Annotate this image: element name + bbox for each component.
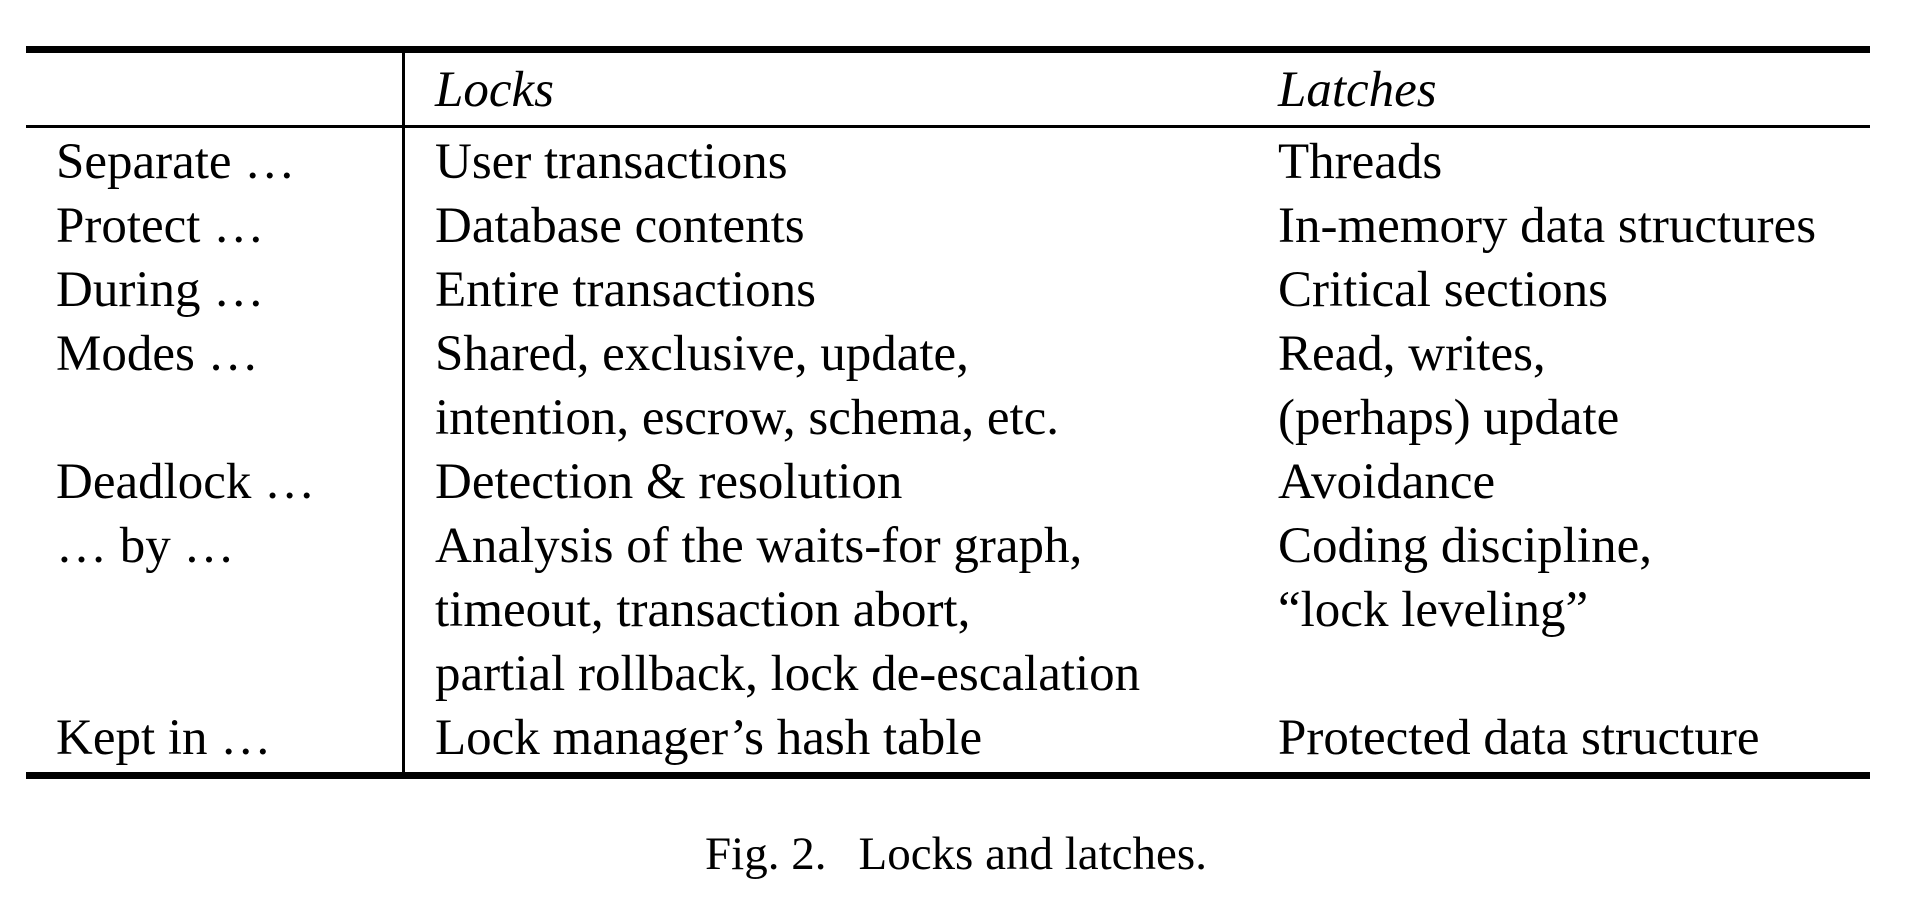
- table-body: Separate … User transactions Threads Protec…: [26, 126, 1870, 776]
- locks-cell-line: Analysis of the waits-for graph,: [435, 518, 1083, 574]
- table-row: … by … Analysis of the waits-for graph, ti…: [26, 514, 1870, 706]
- latches-cell-line: (perhaps) update: [1278, 390, 1620, 446]
- table-row: Separate … User transactions Threads: [26, 126, 1870, 195]
- latches-cell-line: Avoidance: [1278, 454, 1496, 510]
- latches-cell: Critical sections: [1278, 258, 1870, 322]
- table-row: During … Entire transactions Critical sect…: [26, 258, 1870, 322]
- row-label: Separate …: [26, 126, 405, 194]
- locks-cell-line: Detection & resolution: [435, 454, 903, 510]
- latches-cell: Threads: [1278, 127, 1870, 195]
- row-label: … by …: [26, 514, 405, 706]
- locks-cell: Entire transactions: [404, 258, 1279, 322]
- row-label: Deadlock …: [26, 450, 405, 514]
- latches-cell-line: Threads: [1278, 134, 1443, 190]
- locks-cell: User transactions: [404, 127, 1279, 195]
- table-row: Deadlock … Detection & resolution Avoidanc…: [26, 450, 1870, 514]
- table-header-row: Locks Latches: [26, 49, 1870, 127]
- latches-cell: Protected data structure: [1278, 706, 1870, 776]
- table-row: Modes … Shared, exclusive, update, intenti…: [26, 322, 1870, 450]
- locks-cell: Detection & resolution: [404, 450, 1279, 514]
- header-latches: Latches: [1278, 62, 1437, 118]
- latches-cell: Coding discipline, “lock leveling”: [1278, 514, 1870, 706]
- locks-cell-line: Entire transactions: [435, 262, 816, 318]
- locks-cell-line: Lock manager’s hash table: [435, 710, 983, 766]
- locks-latches-table: Locks Latches Separate … User transaction…: [26, 46, 1870, 779]
- latches-cell: In-memory data structures: [1278, 194, 1870, 258]
- header-locks: Locks: [435, 62, 554, 118]
- locks-cell-line: Database contents: [435, 198, 805, 254]
- latches-cell-line: Critical sections: [1278, 262, 1609, 318]
- row-label: Kept in …: [26, 706, 405, 776]
- caption-text: Locks and latches.: [858, 828, 1207, 880]
- latches-cell-line: Coding discipline,: [1278, 518, 1652, 574]
- latches-cell-line: In-memory data structures: [1278, 198, 1817, 254]
- table-row: Kept in … Lock manager’s hash table Protec…: [26, 706, 1870, 776]
- table-row: Protect … Database contents In-memory data…: [26, 194, 1870, 258]
- latches-cell-line: Read, writes,: [1278, 326, 1546, 382]
- row-label: During …: [26, 258, 405, 322]
- locks-cell: Shared, exclusive, update, intention, esc…: [404, 322, 1279, 450]
- latches-cell: Read, writes, (perhaps) update: [1278, 322, 1870, 450]
- locks-cell: Lock manager’s hash table: [404, 706, 1279, 776]
- locks-cell-line: User transactions: [435, 134, 788, 190]
- comparison-figure: Locks Latches Separate … User transaction…: [26, 46, 1870, 779]
- locks-cell-line: Shared, exclusive, update,: [435, 326, 969, 382]
- locks-cell: Database contents: [404, 194, 1279, 258]
- locks-cell-line: partial rollback, lock de-escalation: [435, 646, 1141, 702]
- row-label: Modes …: [26, 322, 405, 450]
- latches-cell-line: “lock leveling”: [1278, 582, 1589, 638]
- locks-cell-line: timeout, transaction abort,: [435, 582, 971, 638]
- caption-label: Fig. 2.: [705, 828, 827, 880]
- locks-cell: Analysis of the waits-for graph, timeout,…: [404, 514, 1279, 706]
- latches-cell: Avoidance: [1278, 450, 1870, 514]
- figure-caption: Fig. 2. Locks and latches.: [0, 826, 1912, 882]
- row-label: Protect …: [26, 194, 405, 258]
- locks-cell-line: intention, escrow, schema, etc.: [435, 390, 1060, 446]
- header-label-cell: [26, 49, 405, 127]
- latches-cell-line: Protected data structure: [1278, 710, 1760, 766]
